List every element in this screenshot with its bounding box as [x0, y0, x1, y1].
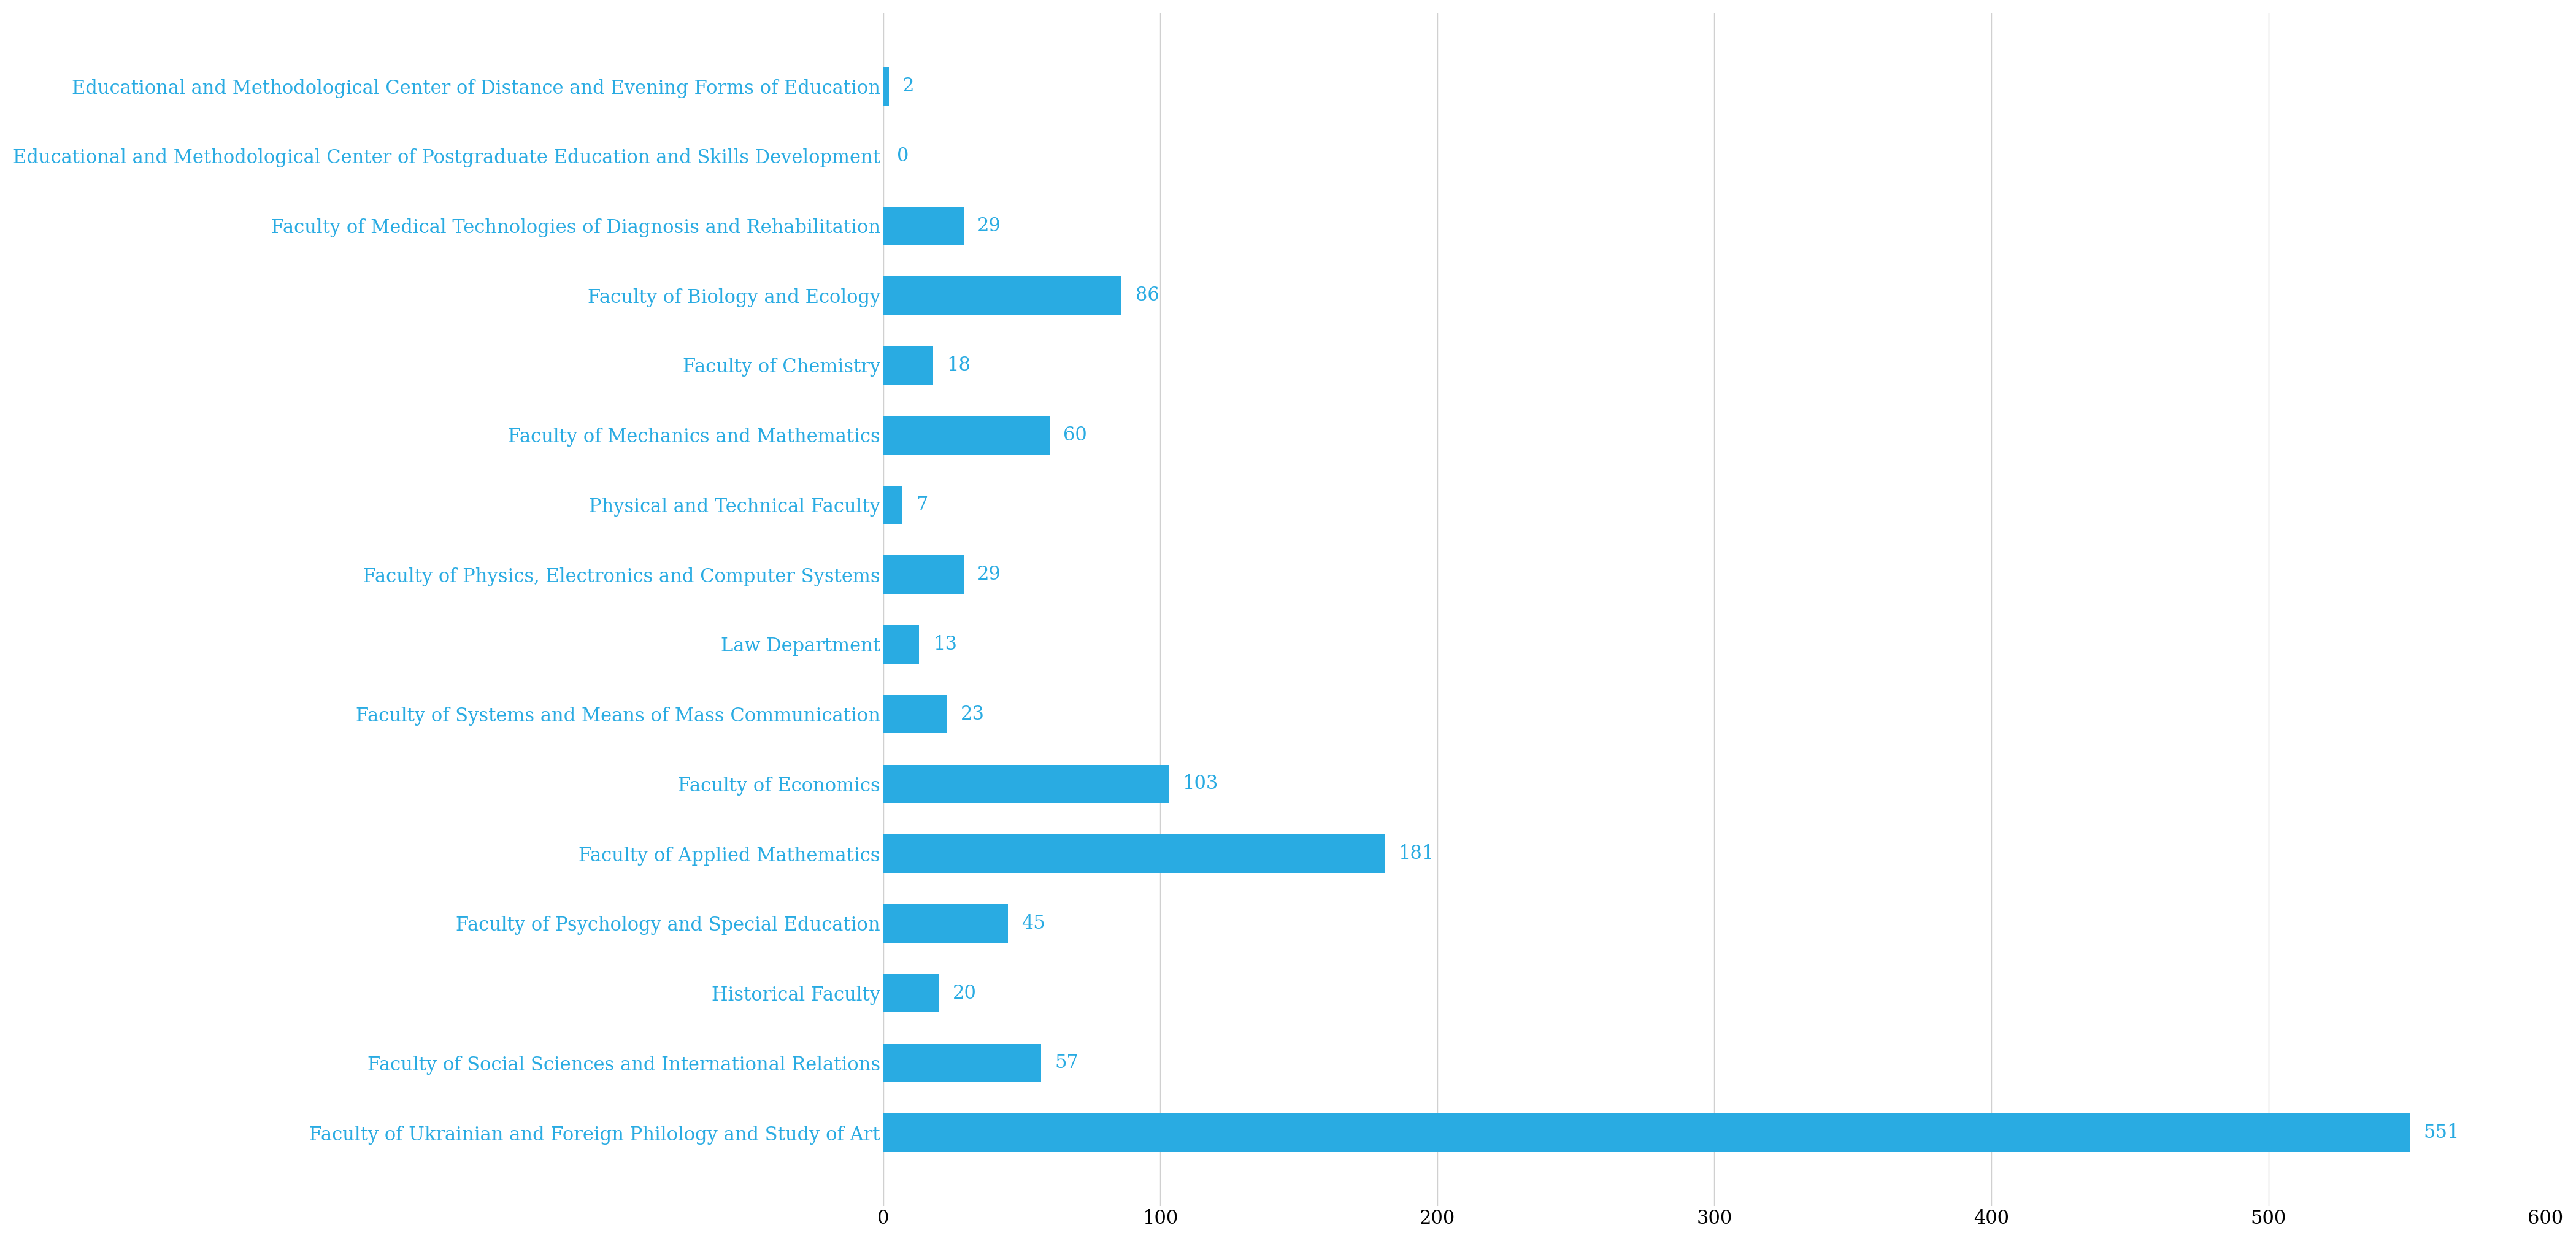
Bar	[884, 764, 1170, 803]
Text: 7: 7	[917, 495, 927, 514]
Text: 2: 2	[902, 77, 914, 96]
Text: 60: 60	[1064, 426, 1087, 444]
Text: 18: 18	[948, 356, 971, 375]
Text: 86: 86	[1136, 285, 1159, 305]
Bar	[884, 485, 902, 524]
Text: 45: 45	[1023, 913, 1046, 933]
Text: 103: 103	[1182, 774, 1218, 793]
Text: 29: 29	[976, 216, 1002, 236]
Bar	[884, 416, 1048, 454]
Bar	[884, 834, 1386, 872]
Bar	[884, 905, 1007, 943]
Bar	[884, 1113, 2409, 1152]
Bar	[884, 974, 938, 1013]
Text: 29: 29	[976, 565, 1002, 585]
Text: 0: 0	[896, 146, 909, 165]
Bar	[884, 206, 963, 244]
Text: 181: 181	[1399, 844, 1435, 864]
Bar	[884, 346, 933, 385]
Text: 551: 551	[2424, 1123, 2460, 1142]
Text: 13: 13	[933, 635, 958, 654]
Bar	[884, 625, 920, 664]
Bar	[884, 556, 963, 593]
Text: 23: 23	[961, 705, 984, 724]
Text: 20: 20	[953, 984, 976, 1003]
Bar	[884, 695, 948, 733]
Bar	[884, 67, 889, 105]
Bar	[884, 277, 1121, 315]
Text: 57: 57	[1056, 1054, 1079, 1072]
Bar	[884, 1044, 1041, 1082]
